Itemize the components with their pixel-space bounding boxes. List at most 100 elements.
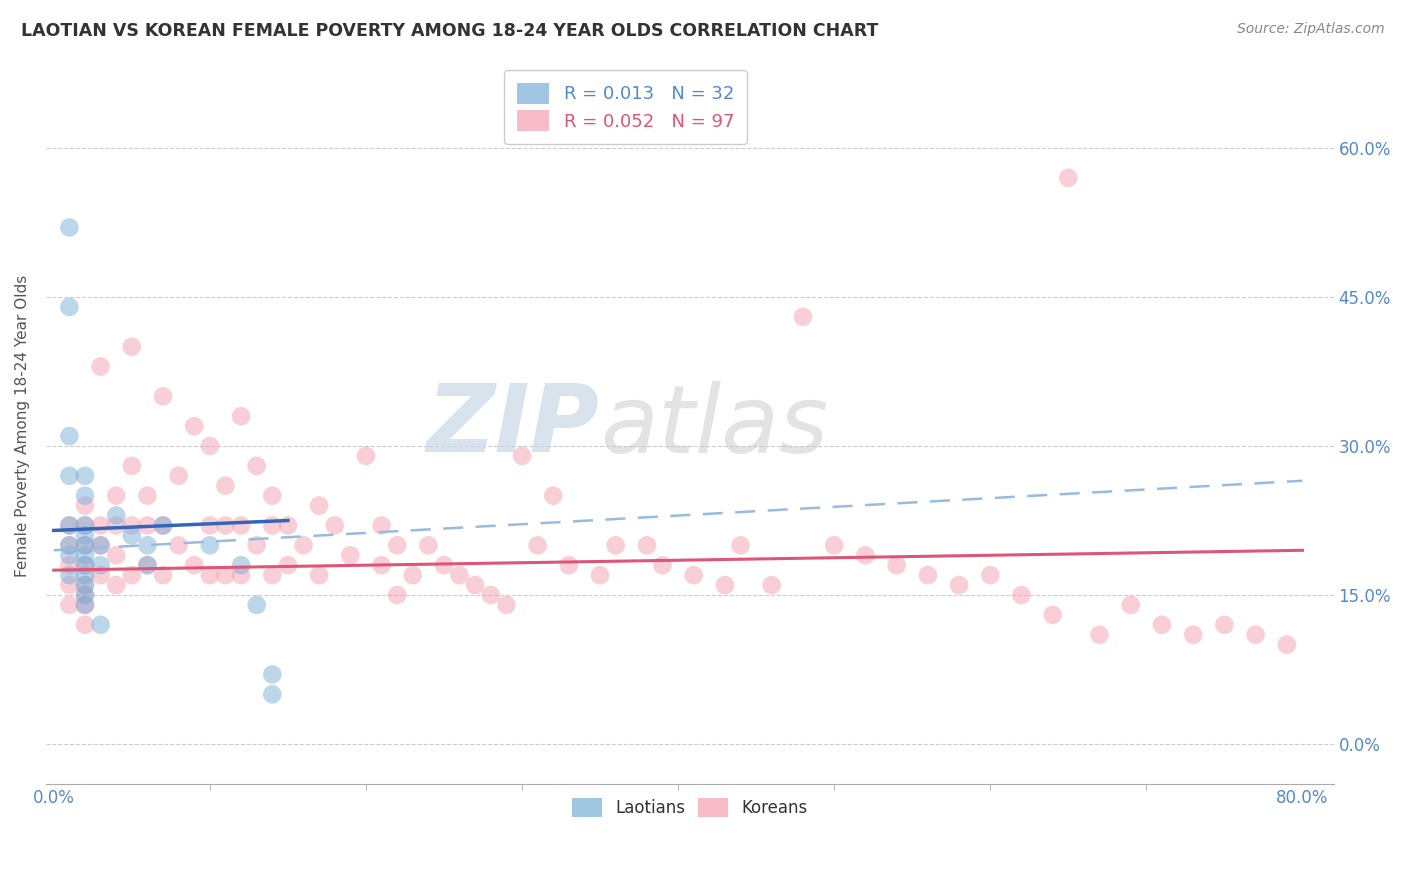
Point [58,578,80,592]
Point [90,538,112,552]
Point [479,588,502,602]
Point [58,468,80,483]
Point [214,518,236,533]
Point [1088,628,1111,642]
Point [495,598,517,612]
Point [183,558,205,573]
Point [167,468,190,483]
Point [73,578,96,592]
Point [90,617,112,632]
Point [73,528,96,542]
Point [136,538,159,552]
Point [262,667,284,681]
Point [58,548,80,562]
Point [1244,628,1267,642]
Point [262,518,284,533]
Point [323,518,346,533]
Point [58,518,80,533]
Point [198,439,221,453]
Point [73,548,96,562]
Point [121,528,143,542]
Point [58,518,80,533]
Point [90,518,112,533]
Point [1182,628,1205,642]
Point [105,508,128,523]
Point [761,578,783,592]
Point [58,538,80,552]
Point [152,389,174,403]
Point [136,558,159,573]
Point [229,518,252,533]
Point [214,479,236,493]
Point [73,538,96,552]
Point [58,538,80,552]
Point [136,558,159,573]
Point [886,558,908,573]
Point [1042,607,1064,622]
Point [73,617,96,632]
Point [385,588,408,602]
Point [354,449,377,463]
Point [58,220,80,235]
Point [58,568,80,582]
Point [73,558,96,573]
Text: atlas: atlas [600,381,828,472]
Point [464,578,486,592]
Point [917,568,939,582]
Y-axis label: Female Poverty Among 18-24 Year Olds: Female Poverty Among 18-24 Year Olds [15,275,30,577]
Point [1119,598,1142,612]
Point [198,568,221,582]
Point [948,578,970,592]
Point [73,558,96,573]
Point [292,538,315,552]
Point [73,588,96,602]
Point [1057,170,1080,185]
Text: Source: ZipAtlas.com: Source: ZipAtlas.com [1237,22,1385,37]
Point [229,409,252,424]
Point [136,518,159,533]
Point [121,518,143,533]
Point [121,458,143,473]
Point [198,538,221,552]
Point [58,558,80,573]
Point [73,588,96,602]
Point [73,598,96,612]
Point [589,568,612,582]
Point [73,489,96,503]
Text: ZIP: ZIP [427,380,600,472]
Point [58,429,80,443]
Point [73,468,96,483]
Point [58,598,80,612]
Point [214,568,236,582]
Point [121,340,143,354]
Point [136,489,159,503]
Point [73,578,96,592]
Point [105,578,128,592]
Point [558,558,581,573]
Point [823,538,845,552]
Point [792,310,814,324]
Point [73,518,96,533]
Point [402,568,425,582]
Point [183,419,205,434]
Point [1150,617,1173,632]
Point [262,687,284,701]
Point [277,518,299,533]
Point [198,518,221,533]
Point [152,568,174,582]
Point [167,538,190,552]
Point [58,300,80,314]
Point [121,568,143,582]
Point [714,578,737,592]
Point [979,568,1001,582]
Point [105,518,128,533]
Point [1011,588,1033,602]
Point [1213,617,1236,632]
Point [73,538,96,552]
Point [636,538,658,552]
Point [526,538,548,552]
Point [90,538,112,552]
Point [1275,638,1298,652]
Point [339,548,361,562]
Point [855,548,877,562]
